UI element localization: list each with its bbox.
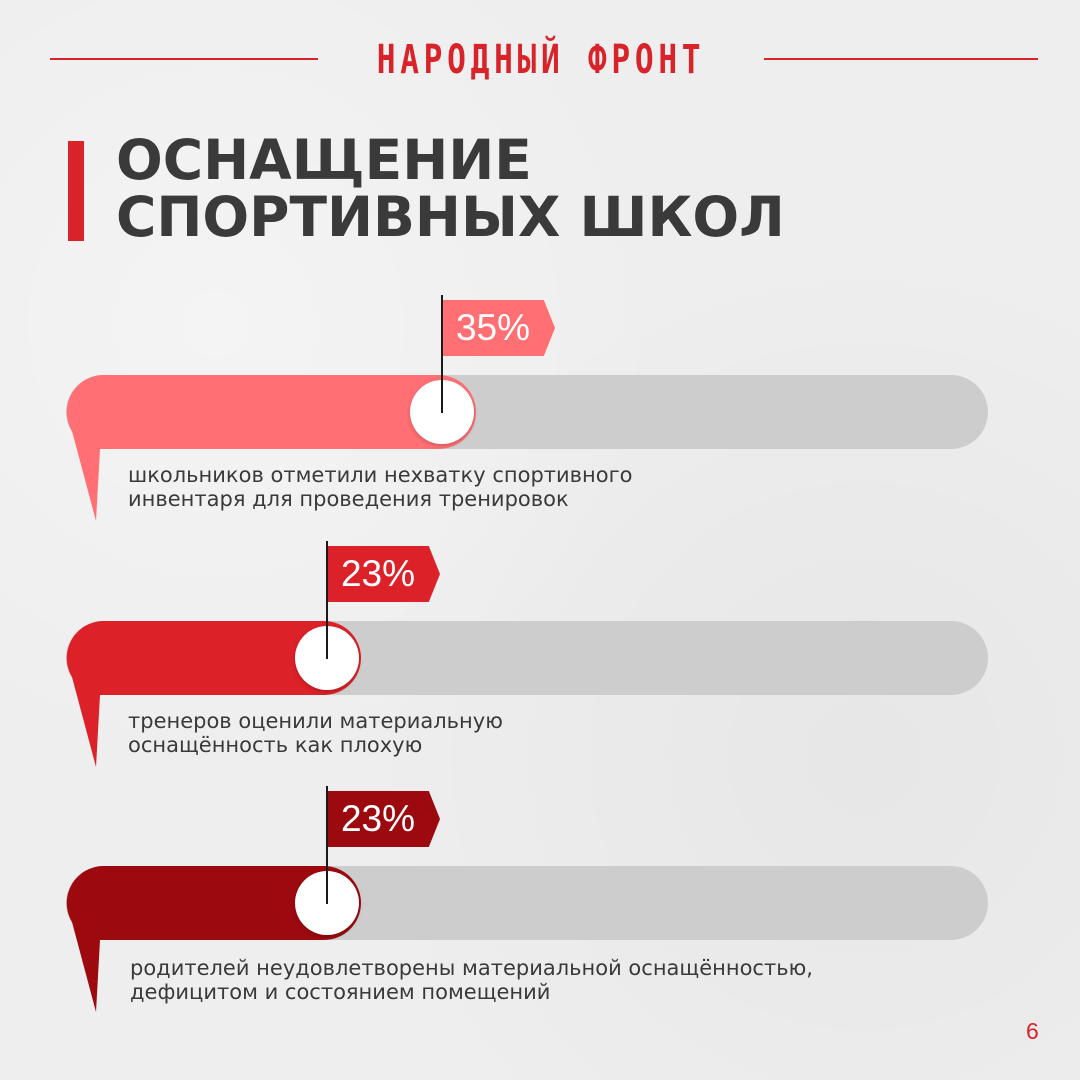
- progress-fill: [66, 375, 477, 521]
- value-badge: 23%: [328, 791, 440, 847]
- value-badge: 35%: [443, 300, 555, 356]
- stat-description: родителей неудовлетворены материальной о…: [130, 956, 813, 1004]
- stat-item-schoolchildren: 35% школьников отметили нехватку спортив…: [0, 295, 1080, 535]
- progress-bar: [66, 375, 988, 521]
- progress-fill: [66, 621, 362, 767]
- value-badge: 23%: [328, 546, 440, 602]
- knob-pin: [441, 295, 443, 413]
- header-rule-right: [764, 58, 1038, 60]
- stat-item-parents: 23% родителей неудовлетворены материальн…: [0, 786, 1080, 1026]
- page-title: ОСНАЩЕНИЕ СПОРТИВНЫХ ШКОЛ: [116, 132, 785, 246]
- value-label: 23%: [340, 553, 416, 594]
- progress-fill: [66, 866, 362, 1012]
- stat-description: тренеров оценили материальную оснащённос…: [128, 709, 503, 757]
- value-label: 35%: [455, 307, 531, 348]
- progress-bar: [66, 866, 988, 1012]
- page-number: 6: [1026, 1018, 1039, 1044]
- brand-logo: НАРОДНЫЙ ФРОНТ: [376, 37, 706, 83]
- stat-description: школьников отметили нехватку спортивного…: [128, 463, 633, 511]
- knob-pin: [326, 786, 328, 904]
- title-accent-bar: [68, 141, 84, 241]
- page-title-line-2: СПОРТИВНЫХ ШКОЛ: [116, 185, 785, 249]
- page-title-line-1: ОСНАЩЕНИЕ: [116, 128, 532, 192]
- stat-item-coaches: 23% тренеров оценили материальную оснащё…: [0, 541, 1080, 781]
- header-rule-left: [50, 58, 318, 60]
- progress-bar: [66, 621, 988, 767]
- value-label: 23%: [340, 798, 416, 839]
- knob-pin: [326, 541, 328, 659]
